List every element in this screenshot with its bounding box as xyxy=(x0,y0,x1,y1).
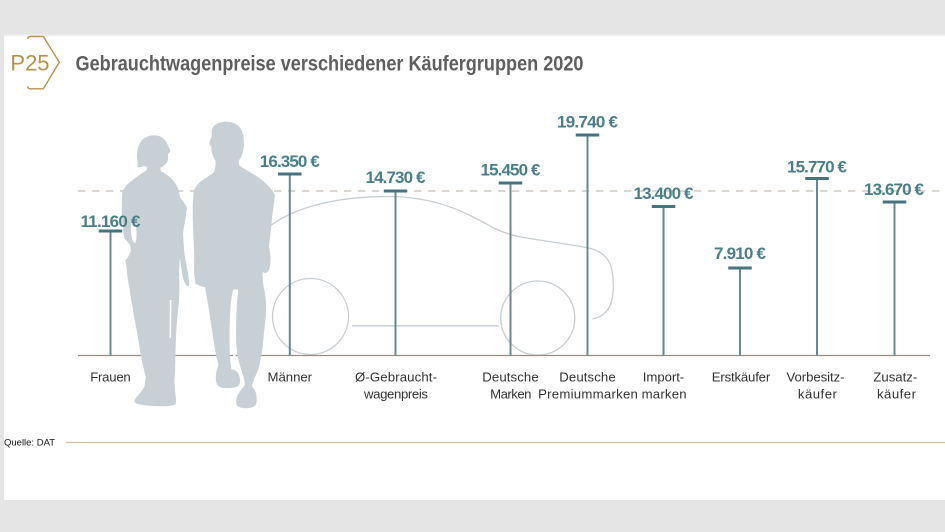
svg-text:Erstkäufer: Erstkäufer xyxy=(712,370,771,385)
svg-text:19.740 €: 19.740 € xyxy=(557,113,619,132)
svg-text:Ø-Gebraucht-: Ø-Gebraucht- xyxy=(355,370,437,385)
svg-text:Frauen: Frauen xyxy=(90,370,131,385)
svg-text:16.350 €: 16.350 € xyxy=(260,152,321,171)
svg-text:Gebrauchtwagenpreise verschied: Gebrauchtwagenpreise verschiedener Käufe… xyxy=(76,51,584,75)
svg-text:Marken: Marken xyxy=(490,387,531,402)
svg-text:käufer: käufer xyxy=(877,387,917,402)
svg-text:Deutsche: Deutsche xyxy=(559,370,615,385)
svg-text:marken: marken xyxy=(642,387,687,402)
svg-text:13.400 €: 13.400 € xyxy=(634,184,695,203)
svg-text:Premiummarken: Premiummarken xyxy=(538,387,638,402)
svg-text:Import-: Import- xyxy=(643,370,684,385)
svg-text:Vorbesitz-: Vorbesitz- xyxy=(787,370,845,385)
svg-text:Deutsche: Deutsche xyxy=(482,370,538,385)
svg-text:13.670 €: 13.670 € xyxy=(864,180,925,199)
svg-text:Quelle: DAT: Quelle: DAT xyxy=(4,438,55,449)
svg-text:14.730 €: 14.730 € xyxy=(366,168,427,187)
svg-text:11.160 €: 11.160 € xyxy=(81,212,142,231)
svg-text:Zusatz-: Zusatz- xyxy=(873,370,917,385)
svg-text:wagenpreis: wagenpreis xyxy=(363,387,428,402)
svg-text:P25: P25 xyxy=(10,50,49,75)
svg-text:7.910 €: 7.910 € xyxy=(714,244,767,263)
svg-text:15.450 €: 15.450 € xyxy=(481,161,542,180)
svg-text:käufer: käufer xyxy=(798,387,838,402)
svg-text:15.770 €: 15.770 € xyxy=(787,158,848,177)
svg-text:Männer: Männer xyxy=(268,370,313,385)
